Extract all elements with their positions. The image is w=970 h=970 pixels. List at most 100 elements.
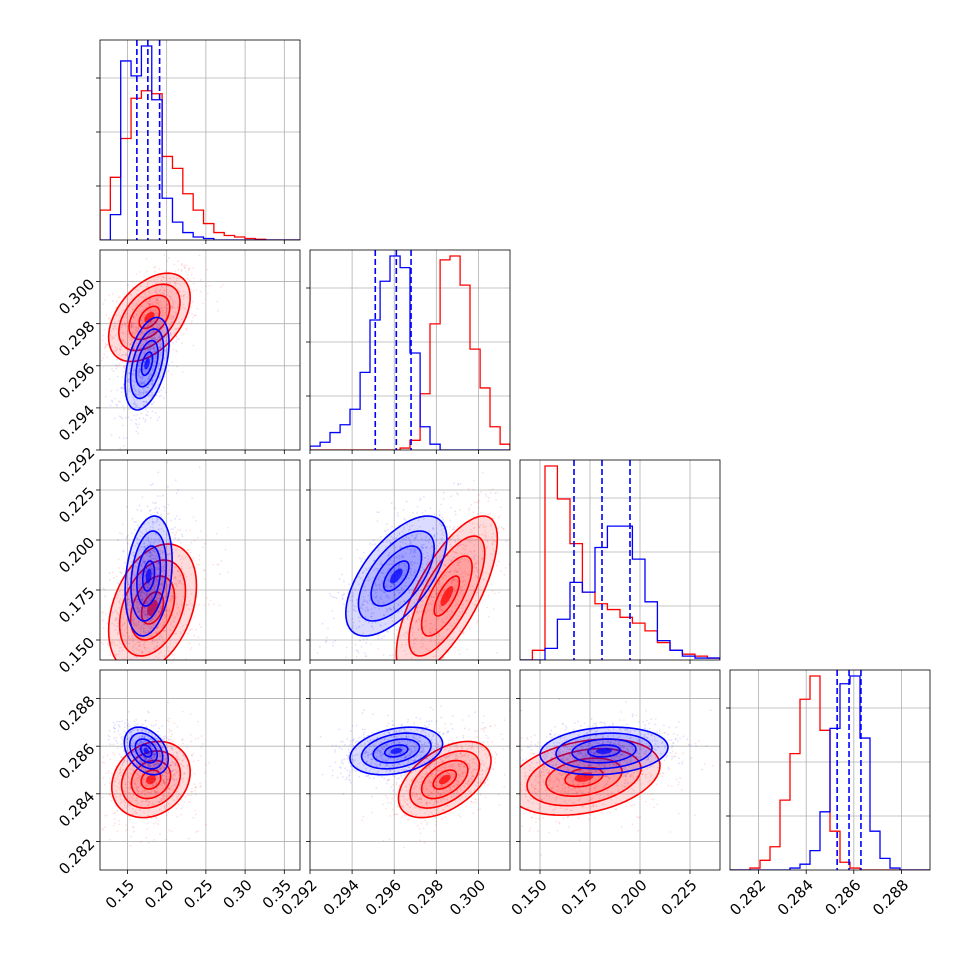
sample-point <box>159 360 162 363</box>
sample-point <box>472 515 475 518</box>
sample-point <box>170 317 173 320</box>
sample-point <box>425 611 428 614</box>
sample-point <box>163 509 166 512</box>
sample-point <box>170 598 173 600</box>
sample-point <box>140 599 143 602</box>
sample-point <box>169 318 172 321</box>
sample-point <box>177 282 180 285</box>
sample-point <box>136 329 139 332</box>
sample-point <box>141 496 144 499</box>
sample-point <box>106 660 108 662</box>
sample-point <box>490 525 492 528</box>
sample-point <box>345 742 347 744</box>
sample-point <box>158 801 161 804</box>
sample-point <box>142 560 145 563</box>
sample-point <box>156 292 158 295</box>
sample-point <box>376 577 379 580</box>
sample-point <box>135 354 137 357</box>
sample-point <box>144 408 147 411</box>
sample-point <box>492 488 494 491</box>
sample-point <box>141 651 144 654</box>
sample-point <box>466 679 468 681</box>
sample-point <box>167 370 170 372</box>
sample-point <box>420 545 423 547</box>
sample-point <box>139 636 142 639</box>
sample-point <box>138 568 141 571</box>
sample-point <box>186 316 189 319</box>
sample-point <box>424 624 427 627</box>
contour-red <box>395 515 499 660</box>
sample-point <box>465 612 468 615</box>
sample-point <box>417 618 420 621</box>
sample-point <box>168 553 171 556</box>
sample-point <box>137 621 140 623</box>
sample-point <box>415 536 417 539</box>
sample-point <box>353 685 355 687</box>
sample-point <box>488 615 490 618</box>
sample-point <box>109 794 112 797</box>
sample-point <box>152 523 155 526</box>
sample-point <box>168 317 171 320</box>
sample-point <box>155 614 157 616</box>
sample-point <box>378 583 380 586</box>
sample-point <box>181 535 184 538</box>
sample-point <box>149 362 152 365</box>
sample-point <box>155 326 158 329</box>
sample-point <box>421 637 424 639</box>
sample-point <box>156 626 159 629</box>
sample-point <box>124 611 127 614</box>
sample-point <box>459 482 462 485</box>
sample-point <box>176 795 178 798</box>
sample-point <box>144 560 147 563</box>
sample-point <box>468 625 470 628</box>
sample-point <box>148 551 151 553</box>
sample-point <box>139 530 142 533</box>
sample-point <box>375 596 377 599</box>
sample-point <box>485 495 488 498</box>
sample-point <box>151 617 154 620</box>
sample-point <box>441 621 444 623</box>
sample-point <box>449 543 452 546</box>
sample-point <box>160 515 162 518</box>
sample-point <box>447 651 450 654</box>
sample-point <box>119 768 122 771</box>
sample-point <box>149 509 152 512</box>
sample-point <box>183 322 186 325</box>
sample-point <box>409 561 412 563</box>
sample-point <box>111 660 113 662</box>
sample-point <box>157 306 160 309</box>
sample-point <box>117 539 119 541</box>
sample-point <box>140 311 143 314</box>
sample-point <box>437 589 440 592</box>
sample-point <box>142 309 145 311</box>
sample-point <box>139 630 142 632</box>
sample-point <box>417 629 420 631</box>
sample-point <box>127 580 129 583</box>
sample-point <box>354 643 357 646</box>
sample-point <box>145 401 148 403</box>
sample-point <box>454 541 457 544</box>
sample-point <box>380 572 383 574</box>
sample-point <box>154 411 157 414</box>
sample-point <box>149 356 152 359</box>
sample-point <box>112 370 115 373</box>
sample-point <box>128 804 131 807</box>
sample-point <box>180 581 182 584</box>
sample-point <box>120 717 122 719</box>
sample-point <box>141 320 144 323</box>
sample-point <box>116 593 119 596</box>
sample-point <box>142 381 145 384</box>
sample-point <box>137 330 139 333</box>
sample-point <box>144 757 147 760</box>
sample-point <box>108 294 110 296</box>
sample-point <box>164 615 167 618</box>
sample-point <box>192 289 195 292</box>
sample-point <box>138 417 141 420</box>
sample-point <box>140 594 143 597</box>
sample-point <box>401 555 404 558</box>
sample-point <box>140 331 143 334</box>
sample-point <box>136 542 138 544</box>
sample-point <box>159 623 161 625</box>
sample-point <box>194 314 197 317</box>
sample-point <box>152 668 154 670</box>
